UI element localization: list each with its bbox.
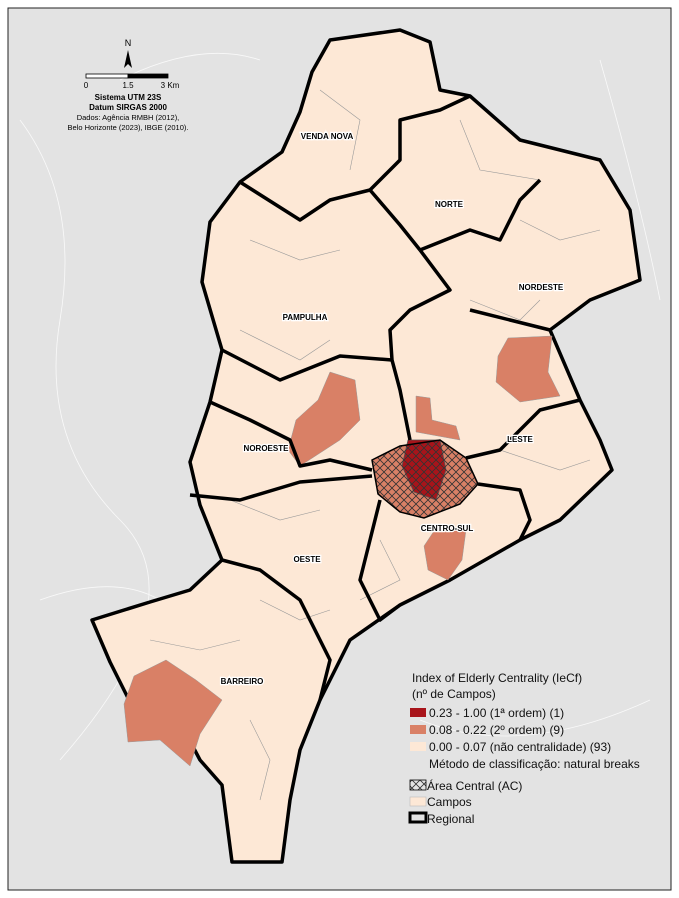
scale-label: 1.5 [122, 81, 134, 90]
legend-swatch [408, 811, 428, 824]
scale-bar [127, 73, 169, 79]
legend-item: Área Central (AC) [427, 778, 522, 793]
legend-item: Campos [427, 795, 472, 809]
legend-swatch [409, 779, 427, 791]
info-text: Sistema UTM 23S [95, 93, 162, 102]
campos-boundaries [149, 89, 601, 801]
legend-swatch [410, 742, 426, 751]
campo-second-order [123, 659, 223, 767]
legend-item: 0.00 - 0.07 (não centralidade) (93) [429, 740, 611, 754]
legend-swatch [410, 708, 426, 717]
campo-second-order [423, 527, 467, 581]
info-text: Dados: Agência RMBH (2012), [77, 113, 180, 122]
city-boundary [90, 28, 642, 864]
legend-title: Index of Elderly Centrality (IeCf) [412, 671, 582, 685]
region-labels: VENDA NOVA NORTE NORDESTE PAMPULHA NOROE… [219, 131, 565, 688]
legend-item: 0.08 - 0.22 (2º ordem) (9) [429, 723, 564, 737]
legend-method: Método de classificação: natural breaks [429, 757, 640, 771]
campo-second-order [495, 335, 561, 403]
region-label: NOROESTE [244, 444, 290, 453]
regional-boundaries [189, 94, 581, 701]
scale-label: 0 [84, 81, 89, 90]
north-arrow [124, 50, 132, 68]
region-label: PAMPULHA [283, 313, 328, 322]
region-label: NORDESTE [519, 283, 564, 292]
north-arrow-and-scale: N 0 1.5 3 Km Sistema UTM 23S Datum SIRGA… [68, 38, 189, 132]
region-label: NORTE [435, 200, 464, 209]
scale-bar [85, 73, 129, 79]
legend-subtitle: (nº de Campos) [412, 687, 496, 701]
legend-item: Regional [427, 812, 474, 826]
region-label: LESTE [507, 435, 533, 444]
legend: Index of Elderly Centrality (IeCf) (nº d… [408, 671, 640, 826]
region-label: BARREIRO [221, 677, 264, 686]
region-label: CENTRO-SUL [421, 524, 474, 533]
scale-label: 3 Km [161, 81, 180, 90]
legend-swatch [409, 796, 427, 807]
north-label: N [125, 38, 132, 48]
region-label: VENDA NOVA [301, 132, 354, 141]
info-text: Belo Horizonte (2023), IBGE (2010). [68, 123, 189, 132]
campo-second-order [415, 395, 461, 441]
legend-item: 0.23 - 1.00 (1ª ordem) (1) [429, 706, 564, 720]
legend-swatch [410, 725, 426, 734]
region-label: OESTE [293, 555, 321, 564]
area-central [371, 439, 479, 519]
info-text: Datum SIRGAS 2000 [89, 103, 167, 112]
